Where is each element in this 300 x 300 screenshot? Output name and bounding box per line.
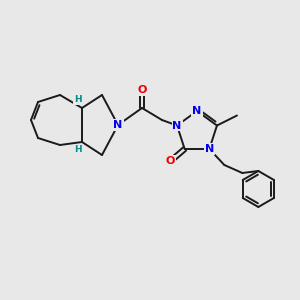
Text: O: O — [166, 156, 175, 166]
Text: N: N — [172, 121, 182, 130]
Text: N: N — [205, 144, 214, 154]
Text: N: N — [113, 120, 123, 130]
Text: H: H — [74, 95, 82, 104]
Text: H: H — [74, 146, 82, 154]
Text: O: O — [137, 85, 147, 95]
Text: N: N — [192, 106, 202, 116]
